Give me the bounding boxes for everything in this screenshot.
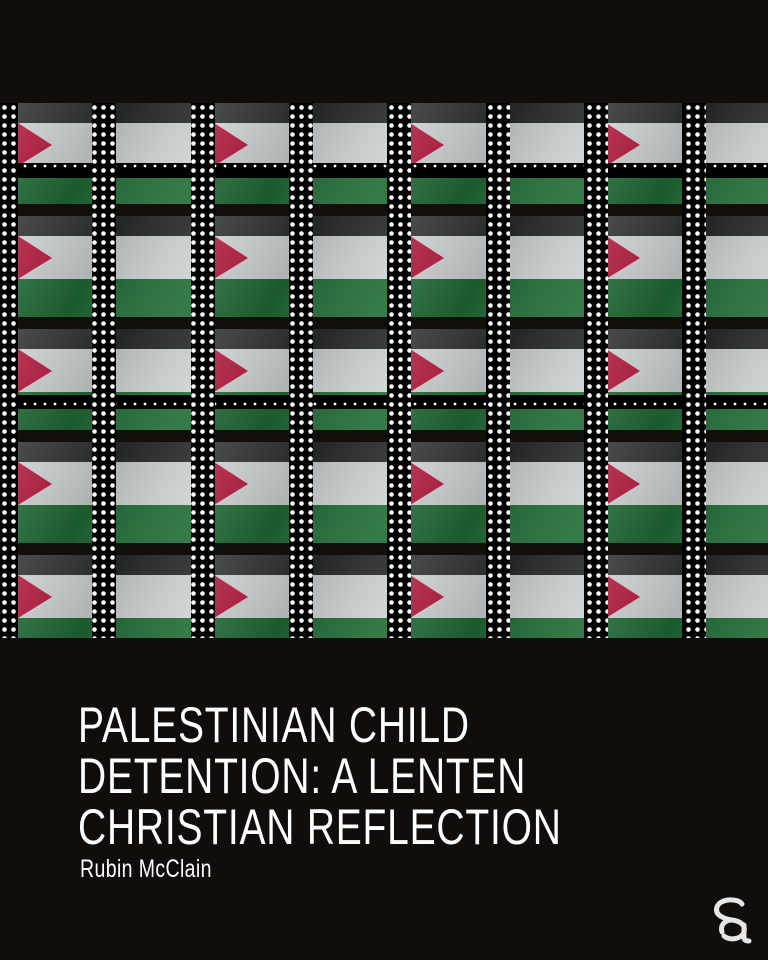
vertical-bar xyxy=(191,103,215,638)
vertical-bar xyxy=(289,103,313,638)
flags-behind-bars-artwork xyxy=(0,103,768,638)
vertical-bar xyxy=(387,103,411,638)
article-title: Palestinian Child Detention: A Lenten Ch… xyxy=(78,700,562,853)
title-line: Palestinian Child xyxy=(78,697,470,753)
author-name: Rubin McClain xyxy=(80,855,212,883)
title-line: Christian Reflection xyxy=(78,799,562,855)
vertical-bar xyxy=(92,103,116,638)
vertical-bar xyxy=(486,103,510,638)
flag-pattern xyxy=(0,103,768,638)
vertical-bar xyxy=(682,103,706,638)
vertical-bar xyxy=(584,103,608,638)
title-line: Detention: A Lenten xyxy=(78,748,527,804)
sa-logo-icon xyxy=(714,897,752,944)
vertical-bar xyxy=(0,103,18,638)
